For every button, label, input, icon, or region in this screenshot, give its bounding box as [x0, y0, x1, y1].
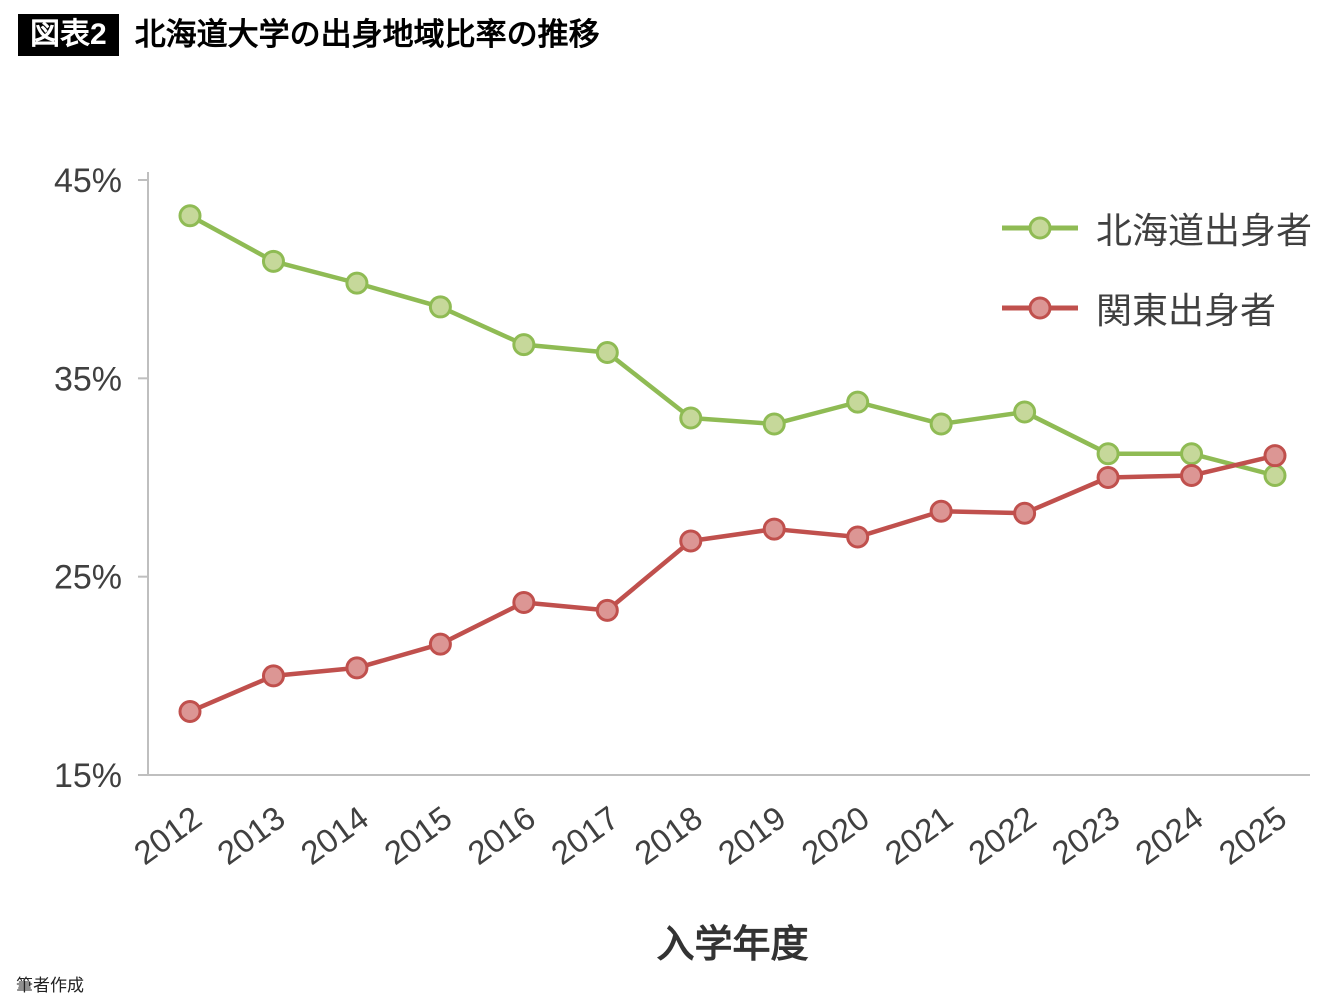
data-point [595, 598, 619, 622]
data-point [762, 517, 786, 541]
x-tick-label: 2025 [1212, 799, 1293, 872]
legend-marker-icon [1001, 216, 1078, 240]
data-point [929, 412, 953, 436]
figure-badge: 図表2 [18, 14, 119, 56]
x-tick-label: 2013 [210, 799, 291, 872]
x-tick-label: 2023 [1045, 799, 1126, 872]
data-point [428, 632, 452, 656]
x-tick-label: 2016 [461, 799, 542, 872]
data-point [929, 499, 953, 523]
y-tick-label: 35% [54, 360, 122, 398]
x-axis-title: 入学年度 [656, 923, 808, 966]
data-point [679, 529, 703, 553]
x-tick-label: 2024 [1129, 799, 1210, 872]
legend-item: 北海道出身者 [1000, 202, 1312, 254]
x-tick-label: 2021 [878, 799, 959, 872]
data-point [1013, 400, 1037, 424]
y-tick-label: 25% [54, 559, 122, 597]
data-point [512, 333, 536, 357]
x-tick-label: 2019 [711, 799, 792, 872]
chart-canvas: 15% 25% 35% 45% 2012 2013 2014 2015 2016 2017 2018… [0, 110, 1340, 995]
legend-marker-icon [1001, 296, 1078, 320]
y-tick-label: 15% [54, 757, 122, 795]
data-point [846, 525, 870, 549]
y-tick-label: 45% [54, 162, 122, 200]
data-point [762, 412, 786, 436]
data-point [679, 406, 703, 430]
x-tick-label: 2020 [795, 799, 876, 872]
credit-note: 筆者作成 [16, 976, 84, 995]
chart-legend: 北海道出身者 関東出身者 [1000, 202, 1312, 334]
data-point [1263, 444, 1287, 468]
line-chart: 15% 25% 35% 45% 2012 2013 2014 2015 2016 2017 2018… [0, 110, 1340, 990]
chart-svg: 15% 25% 35% 45% 2012 2013 2014 2015 2016 2017 2018… [54, 162, 1310, 966]
x-tick-label: 2014 [294, 799, 375, 872]
figure-title: 北海道大学の出身地域比率の推移 [134, 16, 600, 52]
x-tick-label: 2015 [377, 799, 458, 872]
data-point [1096, 442, 1120, 466]
data-point [595, 341, 619, 365]
x-tick-label: 2022 [962, 799, 1043, 872]
legend-item: 関東出身者 [1000, 282, 1312, 334]
data-point [261, 249, 285, 273]
x-tick-label: 2017 [544, 799, 625, 872]
data-point [345, 656, 369, 680]
series-line [187, 453, 1278, 714]
data-point [1013, 501, 1037, 525]
data-point [846, 390, 870, 414]
data-point [1180, 442, 1204, 466]
data-point [1096, 466, 1120, 489]
data-point [345, 271, 369, 295]
data-point [512, 590, 536, 614]
x-tick-label: 2018 [628, 799, 709, 872]
series-line [187, 213, 1278, 478]
legend-label: 関東出身者 [1095, 290, 1276, 331]
figure-header: 図表2 北海道大学の出身地域比率の推移 [18, 14, 600, 56]
legend-label: 北海道出身者 [1095, 210, 1312, 251]
x-tick-label: 2012 [127, 799, 208, 872]
data-point [178, 700, 202, 724]
data-point [428, 295, 452, 319]
data-point [178, 204, 202, 228]
data-point [1263, 464, 1287, 488]
data-point [261, 664, 285, 688]
data-point [1180, 464, 1204, 488]
